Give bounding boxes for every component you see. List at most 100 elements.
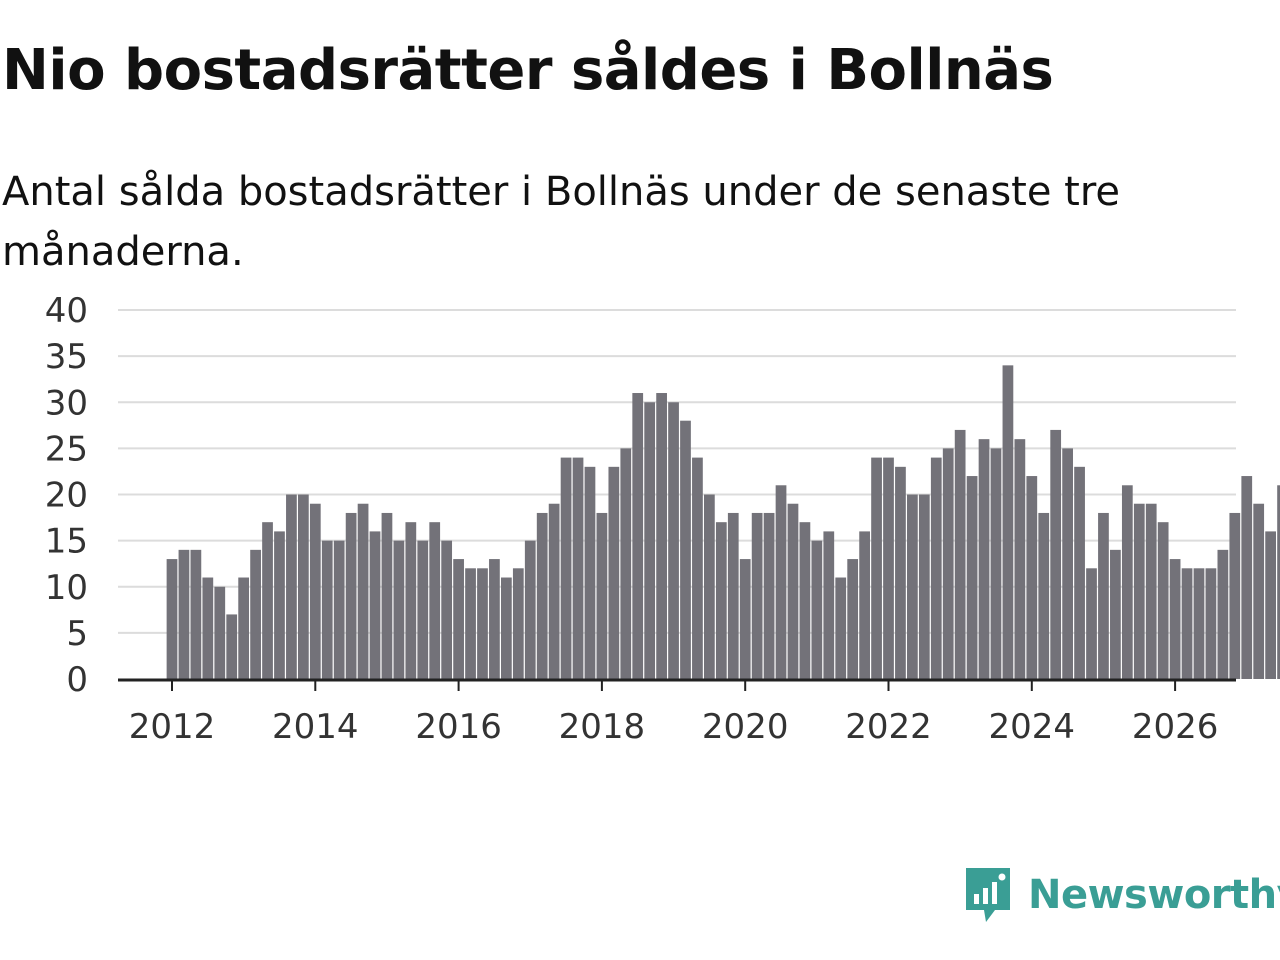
- bar: [1098, 512, 1109, 679]
- x-tick-label: 2024: [989, 707, 1076, 747]
- bar: [560, 457, 572, 679]
- bar: [1253, 503, 1265, 679]
- bar: [226, 614, 238, 679]
- bar: [680, 420, 691, 679]
- bar: [775, 485, 787, 679]
- y-tick-label: 0: [66, 660, 88, 700]
- bar: [286, 494, 297, 679]
- bar: [704, 494, 715, 679]
- bar-chart-badge-icon: [966, 868, 1010, 922]
- bar: [1110, 549, 1121, 679]
- y-tick-label: 25: [45, 429, 88, 469]
- bar: [1277, 485, 1280, 679]
- bar: [536, 512, 548, 679]
- bar: [178, 549, 190, 679]
- bar: [572, 457, 584, 679]
- bar: [1038, 512, 1050, 679]
- bar: [763, 512, 775, 679]
- bar: [465, 568, 476, 679]
- bar: [357, 503, 369, 679]
- bar: [238, 577, 250, 679]
- bar: [1050, 429, 1062, 679]
- bar: [799, 522, 811, 679]
- bar: [918, 494, 930, 679]
- bar: [202, 577, 214, 679]
- bar: [644, 402, 656, 679]
- bar: [405, 522, 417, 679]
- x-tick-label: 2026: [1132, 707, 1219, 747]
- newsworthy-logo: Newsworthy: [962, 862, 1280, 928]
- bar: [715, 522, 727, 679]
- bar: [1181, 568, 1193, 679]
- bar: [477, 568, 488, 679]
- bar: [1193, 568, 1205, 679]
- bar: [835, 577, 847, 679]
- bar: [1205, 568, 1217, 679]
- y-tick-label: 15: [45, 522, 88, 562]
- bar: [297, 494, 309, 679]
- bar: [381, 512, 393, 679]
- bar: [453, 559, 464, 679]
- bar: [608, 466, 620, 679]
- bar: [501, 577, 512, 679]
- bar: [309, 503, 321, 679]
- bar: [1133, 503, 1145, 679]
- chart-subtitle: Antal sålda bostadsrätter i Bollnäs unde…: [2, 169, 1121, 275]
- x-tick-label: 2018: [559, 707, 646, 747]
- y-tick-label: 10: [45, 568, 88, 608]
- bar: [345, 512, 357, 679]
- bar: [548, 503, 560, 679]
- bar: [1074, 466, 1085, 679]
- x-tick-label: 2020: [702, 707, 789, 747]
- bar: [214, 586, 226, 679]
- bar: [1026, 476, 1038, 679]
- bar: [333, 540, 345, 680]
- bar: [620, 448, 632, 680]
- bar: [512, 568, 524, 679]
- bar: [1121, 485, 1133, 679]
- bar: [632, 393, 644, 679]
- brand-name: Newsworthy: [1028, 872, 1280, 918]
- bar: [692, 457, 703, 679]
- bar: [596, 512, 608, 679]
- bar: [656, 393, 667, 679]
- bar: [1002, 365, 1014, 679]
- bar: [1229, 512, 1241, 679]
- bar: [1157, 522, 1169, 679]
- y-tick-label: 5: [66, 614, 88, 654]
- bar: [907, 494, 918, 679]
- bar: [859, 531, 870, 679]
- bar: [954, 429, 966, 679]
- x-tick-label: 2012: [129, 707, 216, 747]
- bar: [1014, 439, 1026, 679]
- bar: [1217, 549, 1229, 679]
- bar: [966, 476, 978, 679]
- bar: [274, 531, 285, 679]
- bar: [250, 549, 261, 679]
- bar-chart: 0510152025303540920122014201620182020202…: [45, 291, 1280, 747]
- bar: [739, 559, 751, 679]
- bar: [489, 559, 500, 679]
- bar: [524, 540, 536, 680]
- bar: [847, 559, 859, 679]
- bar: [990, 448, 1002, 680]
- y-tick-label: 35: [45, 337, 88, 377]
- x-tick-label: 2016: [415, 707, 502, 747]
- bar: [166, 559, 178, 679]
- bar: [1145, 503, 1157, 679]
- bar: [871, 457, 882, 679]
- y-tick-label: 20: [45, 476, 88, 516]
- bar: [942, 448, 954, 680]
- bar: [978, 439, 990, 679]
- bar: [190, 549, 202, 679]
- bar: [1265, 531, 1276, 679]
- y-tick-label: 40: [45, 291, 88, 331]
- chart-title: Nio bostadsrätter såldes i Bollnäs: [2, 38, 1054, 103]
- bar: [417, 540, 429, 680]
- bar: [1241, 476, 1253, 679]
- bar: [262, 522, 273, 679]
- bar: [1086, 568, 1097, 679]
- bar: [930, 457, 942, 679]
- bar: [668, 402, 679, 679]
- x-tick-label: 2014: [272, 707, 359, 747]
